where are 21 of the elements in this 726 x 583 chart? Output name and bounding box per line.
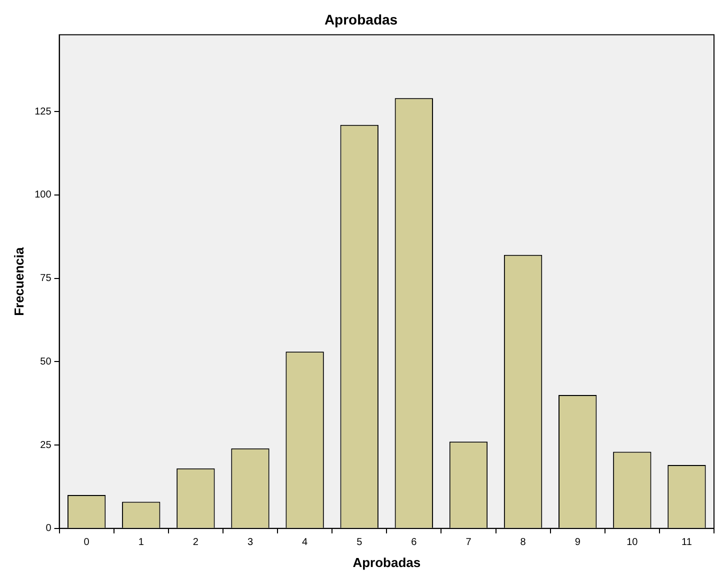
x-tick-label: 0 <box>84 537 90 548</box>
x-tick-label: 10 <box>626 537 638 548</box>
x-tick-label: 6 <box>411 537 418 548</box>
x-tick-label: 7 <box>466 537 472 548</box>
y-axis-title: Frecuencia <box>11 246 26 316</box>
y-tick-label: 100 <box>34 190 52 201</box>
x-tick-label: 2 <box>192 537 199 548</box>
y-tick-label: 75 <box>40 273 52 284</box>
chart-title: Aprobadas <box>324 11 398 28</box>
x-tick-label: 3 <box>247 537 254 548</box>
x-tick-label: 1 <box>138 537 144 548</box>
y-tick-label: 0 <box>46 523 52 534</box>
y-tick-label: 25 <box>40 440 52 451</box>
x-tick-label: 5 <box>356 537 363 548</box>
x-axis-title: Aprobadas <box>352 554 421 570</box>
x-tick-label: 4 <box>302 537 308 548</box>
x-tick-label: 11 <box>682 537 692 548</box>
x-tick-label: 8 <box>520 537 526 548</box>
y-tick-label: 125 <box>34 106 52 118</box>
x-tick-label: 9 <box>574 537 581 548</box>
y-tick-label: 50 <box>40 356 52 368</box>
